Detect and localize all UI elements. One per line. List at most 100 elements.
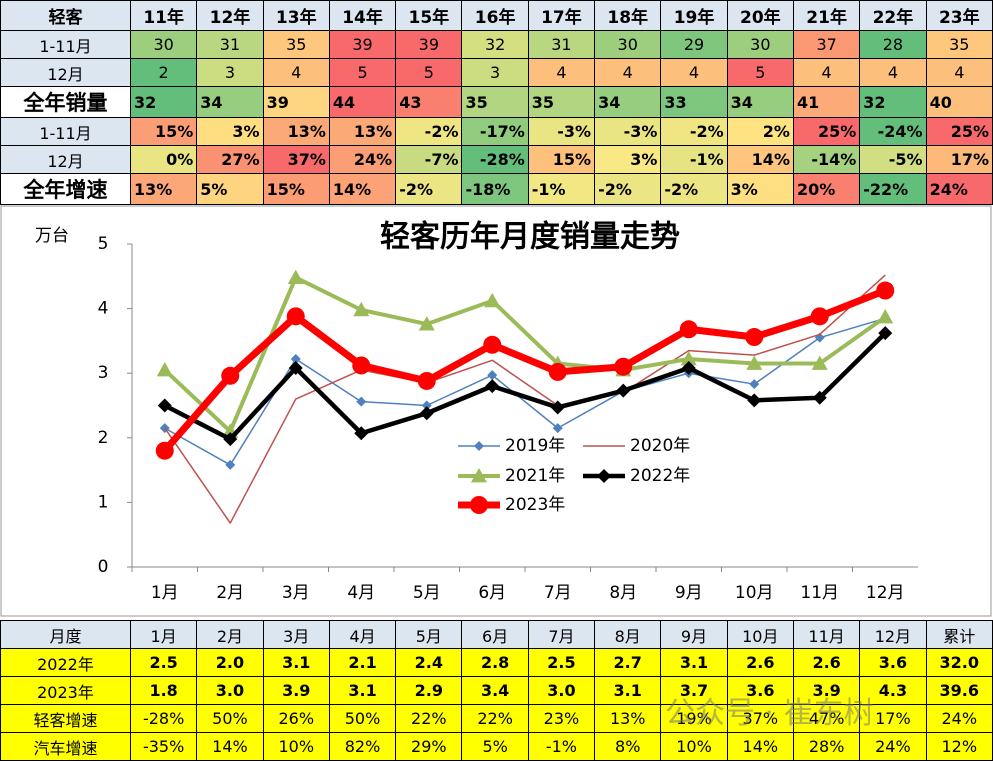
table-cell: 15% bbox=[262, 173, 330, 205]
data-point bbox=[810, 307, 829, 326]
table-cell: 44 bbox=[328, 86, 397, 118]
table-cell: 37% bbox=[726, 704, 794, 733]
table-cell: 25% bbox=[792, 117, 861, 146]
table-cell: 43 bbox=[395, 86, 463, 118]
legend-label: 2021年 bbox=[505, 466, 565, 486]
data-point bbox=[616, 383, 631, 398]
data-point bbox=[746, 355, 763, 370]
x-tick-label: 1月 bbox=[151, 583, 179, 603]
table-cell: 34 bbox=[726, 86, 794, 118]
table-cell: 30 bbox=[594, 30, 662, 59]
table-cell: 37% bbox=[262, 145, 330, 174]
y-tick-label: 4 bbox=[98, 299, 109, 319]
table-cell: 15% bbox=[527, 145, 596, 174]
table-cell: -1% bbox=[660, 145, 728, 174]
x-tick-label: 8月 bbox=[609, 583, 637, 603]
table-cell: 3.1 bbox=[328, 676, 397, 705]
table-cell: 9月 bbox=[660, 620, 728, 649]
table-cell: 5% bbox=[461, 732, 529, 761]
table-cell: 3 bbox=[196, 58, 264, 87]
table-cell: 轻客 bbox=[0, 0, 131, 31]
table-cell: 35 bbox=[262, 30, 330, 59]
table-cell: 4.3 bbox=[859, 676, 927, 705]
x-tick-label: 12月 bbox=[866, 583, 905, 603]
table-cell: 4 bbox=[660, 58, 728, 87]
x-tick-label: 10月 bbox=[735, 583, 774, 603]
table-cell: 14% bbox=[328, 173, 397, 205]
data-point bbox=[418, 316, 435, 331]
legend-label: 2022年 bbox=[630, 466, 690, 486]
table-cell: 16年 bbox=[461, 0, 529, 31]
x-tick-label: 2月 bbox=[216, 583, 244, 603]
data-point bbox=[483, 335, 502, 354]
table-cell: 3.0 bbox=[527, 676, 596, 705]
table-cell: 11月 bbox=[792, 620, 861, 649]
data-point bbox=[287, 269, 304, 284]
table-cell: -35% bbox=[129, 732, 198, 761]
table-cell: 39 bbox=[395, 30, 463, 59]
table-cell: -2% bbox=[660, 173, 728, 205]
y-tick-label: 2 bbox=[98, 428, 109, 448]
data-point bbox=[747, 393, 762, 408]
data-point bbox=[221, 366, 240, 385]
table-cell: 5 bbox=[726, 58, 794, 87]
table-cell: 17年 bbox=[527, 0, 596, 31]
table-cell: -2% bbox=[660, 117, 728, 146]
data-point bbox=[811, 355, 828, 370]
table-cell: -3% bbox=[594, 117, 662, 146]
data-point bbox=[487, 370, 498, 381]
table-cell: 11年 bbox=[129, 0, 198, 31]
legend-label: 2023年 bbox=[505, 495, 565, 515]
data-point bbox=[419, 406, 434, 421]
table-cell: 27% bbox=[196, 145, 264, 174]
data-point bbox=[417, 371, 436, 390]
table-cell: 2.7 bbox=[594, 648, 662, 677]
table-cell: 4 bbox=[925, 58, 993, 87]
table-cell: 33 bbox=[660, 86, 728, 118]
data-point bbox=[814, 332, 825, 343]
table-cell: 30 bbox=[726, 30, 794, 59]
table-cell: 34 bbox=[594, 86, 662, 118]
table-cell: 35 bbox=[461, 86, 529, 118]
table-cell: 12年 bbox=[196, 0, 264, 31]
table-cell: 32 bbox=[461, 30, 529, 59]
legend-label: 2020年 bbox=[630, 436, 690, 456]
data-point bbox=[223, 432, 238, 447]
data-point bbox=[354, 426, 369, 441]
table-cell: 2.9 bbox=[395, 676, 463, 705]
data-point bbox=[812, 390, 827, 405]
table-cell: 29% bbox=[395, 732, 463, 761]
table-cell: 5月 bbox=[395, 620, 463, 649]
watermark: 公众号 · 崔东树 bbox=[665, 696, 874, 731]
table-cell: 24% bbox=[925, 173, 993, 205]
table-cell: 32 bbox=[129, 86, 198, 118]
data-point bbox=[679, 320, 698, 339]
table-cell: -28% bbox=[461, 145, 529, 174]
table-cell: 20% bbox=[792, 173, 861, 205]
series-line bbox=[164, 274, 886, 524]
table-cell: 37 bbox=[792, 30, 861, 59]
table-cell: 1.8 bbox=[129, 676, 198, 705]
data-point bbox=[155, 441, 174, 460]
table-cell: -1% bbox=[527, 732, 596, 761]
table-cell: 35 bbox=[527, 86, 596, 118]
table-cell: 5 bbox=[328, 58, 397, 87]
data-point bbox=[550, 400, 565, 415]
table-cell: -7% bbox=[395, 145, 463, 174]
table-cell: -18% bbox=[461, 173, 529, 205]
data-point bbox=[352, 356, 371, 375]
table-cell: 3.1 bbox=[594, 676, 662, 705]
legend-label: 2019年 bbox=[505, 436, 565, 456]
series-line bbox=[163, 331, 887, 442]
y-tick-label: 5 bbox=[98, 234, 109, 254]
table-cell: 月度 bbox=[0, 620, 131, 649]
table-cell: 1-11月 bbox=[0, 30, 131, 59]
x-tick-label: 4月 bbox=[347, 583, 375, 603]
table-cell: 22% bbox=[395, 704, 463, 733]
table-cell: -14% bbox=[792, 145, 861, 174]
table-cell: -17% bbox=[461, 117, 529, 146]
legend-marker bbox=[471, 468, 487, 483]
table-cell: 6月 bbox=[461, 620, 529, 649]
table-cell: 14年 bbox=[328, 0, 397, 31]
